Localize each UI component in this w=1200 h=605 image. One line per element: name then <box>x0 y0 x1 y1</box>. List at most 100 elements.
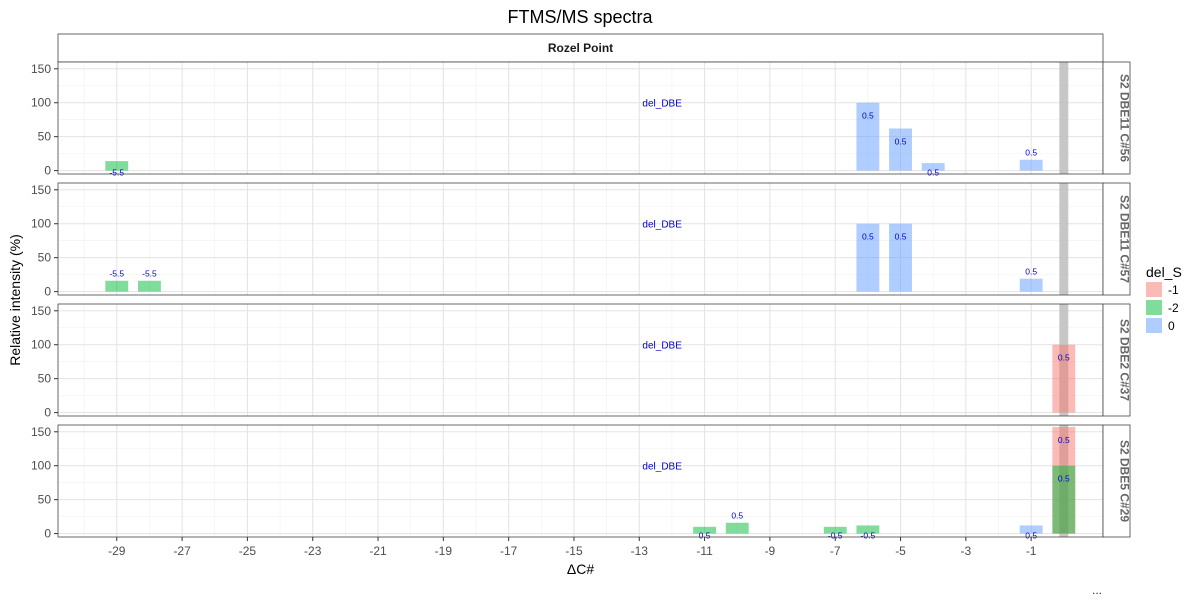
y-tick-label: 150 <box>31 183 51 197</box>
bar <box>856 223 880 292</box>
y-tick-label: 100 <box>31 217 51 231</box>
y-axis-title: Relative intensity (%) <box>7 234 23 366</box>
bar-label: 0.5 <box>862 232 874 242</box>
panel-background <box>58 425 1103 537</box>
bar-label: 0.5 <box>927 168 939 178</box>
y-tick-label: 50 <box>38 493 52 507</box>
bar <box>856 102 880 171</box>
y-tick-label: 50 <box>38 372 52 386</box>
facet-column-label: Rozel Point <box>548 41 613 55</box>
facet-row-label: S2 DBE11 C#57 <box>1118 195 1132 283</box>
bar-label: 0.5 <box>1058 435 1070 445</box>
bar <box>693 526 717 534</box>
bar-label: 0.5 <box>1025 531 1037 541</box>
bar <box>1019 159 1043 171</box>
bar <box>138 280 161 292</box>
y-tick-label: 50 <box>38 251 52 265</box>
bar-label: 0.5 <box>895 232 907 242</box>
bar <box>1052 465 1076 534</box>
legend-key <box>1146 300 1162 315</box>
bar-label: 0.5 <box>1058 353 1070 363</box>
legend-key <box>1146 282 1162 297</box>
x-tick-label: -17 <box>500 544 518 558</box>
y-tick-label: 0 <box>44 406 51 420</box>
x-tick-label: -9 <box>765 544 776 558</box>
x-tick-label: -21 <box>369 544 387 558</box>
x-tick-label: -29 <box>108 544 126 558</box>
panel-annotation: del_DBE <box>642 341 682 352</box>
y-tick-label: 150 <box>31 304 51 318</box>
bar <box>889 223 912 292</box>
bar <box>1019 278 1043 292</box>
panel-background <box>58 304 1103 416</box>
facet-row-label: S2 DBE11 C#56 <box>1118 74 1132 162</box>
x-tick-label: -19 <box>435 544 453 558</box>
facet-row-strip <box>1102 182 1131 296</box>
bar-label: 0.5 <box>895 137 907 147</box>
bar <box>105 161 129 171</box>
facet-column-strip <box>57 33 1104 63</box>
panel-background <box>58 183 1103 295</box>
bar <box>1052 344 1076 413</box>
y-tick-label: 50 <box>38 130 52 144</box>
facet-row-label: S2 DBE2 C#37 <box>1118 319 1132 401</box>
chart-title: FTMS/MS spectra <box>507 7 653 27</box>
legend-label: -2 <box>1168 301 1179 315</box>
bar-label: -5.5 <box>109 269 124 279</box>
legend-title: del_S <box>1146 264 1182 280</box>
legend-label: -1 <box>1168 283 1179 297</box>
facet-panel: del_DBE 0.5 0 50 100 150 S2 DBE2 C#37 <box>31 303 1132 420</box>
x-tick-label: -27 <box>173 544 191 558</box>
panel-background <box>58 62 1103 174</box>
reference-band <box>1059 183 1069 295</box>
facet-row-strip <box>1102 424 1131 538</box>
x-tick-label: -5 <box>895 544 906 558</box>
bar <box>725 522 749 534</box>
bar <box>823 526 847 534</box>
facet-panel: del_DBE -5.5 0.5 0.5 0.5 0.5 0 50 100 150 S2 DBE11… <box>31 61 1132 178</box>
y-tick-label: 0 <box>44 164 51 178</box>
facet-row-strip <box>1102 303 1131 417</box>
bar-label: -0.5 <box>861 531 876 541</box>
legend: del_S -1 -2 0 <box>1146 264 1182 333</box>
reference-band <box>1059 62 1069 174</box>
bar <box>856 525 880 534</box>
bar-label: -0.5 <box>828 531 843 541</box>
x-axis-title: ΔC# <box>567 561 594 577</box>
legend-key <box>1146 318 1162 333</box>
x-tick-label: -23 <box>304 544 322 558</box>
y-tick-label: 150 <box>31 425 51 439</box>
bar-label: -5.5 <box>142 269 157 279</box>
bar-label: 0.5 <box>699 531 711 541</box>
panel-annotation: del_DBE <box>642 220 682 231</box>
y-tick-label: 100 <box>31 96 51 110</box>
bar-label: 0.5 <box>1025 148 1037 158</box>
bar <box>921 163 945 171</box>
y-tick-label: 100 <box>31 459 51 473</box>
x-tick-label: -13 <box>631 544 649 558</box>
bar-label: 0.5 <box>1025 267 1037 277</box>
footer-text: ... <box>1092 583 1102 597</box>
legend-label: 0 <box>1168 319 1175 333</box>
x-tick-label: -15 <box>565 544 583 558</box>
y-tick-label: 100 <box>31 338 51 352</box>
facet-row-label: S2 DBE5 C#29 <box>1118 440 1132 522</box>
bar <box>1019 525 1043 534</box>
x-tick-label: -3 <box>961 544 972 558</box>
y-tick-label: 0 <box>44 285 51 299</box>
bar-label: -5.5 <box>109 168 124 178</box>
x-tick-label: -1 <box>1026 544 1037 558</box>
x-tick-label: -7 <box>830 544 841 558</box>
y-tick-label: 0 <box>44 527 51 541</box>
bar-label: 0.5 <box>731 511 743 521</box>
panel-annotation: del_DBE <box>642 462 682 473</box>
bar-label: 0.5 <box>1058 474 1070 484</box>
x-tick-label: -25 <box>239 544 257 558</box>
facet-panel: del_DBE 0.5 0.5 -0.5 -0.5 0.5 0.5 0.5 0 50 100 150 S… <box>31 424 1132 541</box>
facet-panel: del_DBE -5.5 -5.5 0.5 0.5 0.5 0 50 100 150 S2 DBE1… <box>31 182 1132 299</box>
bar-label: 0.5 <box>862 111 874 121</box>
bar <box>105 280 129 292</box>
facet-row-strip <box>1102 61 1131 175</box>
